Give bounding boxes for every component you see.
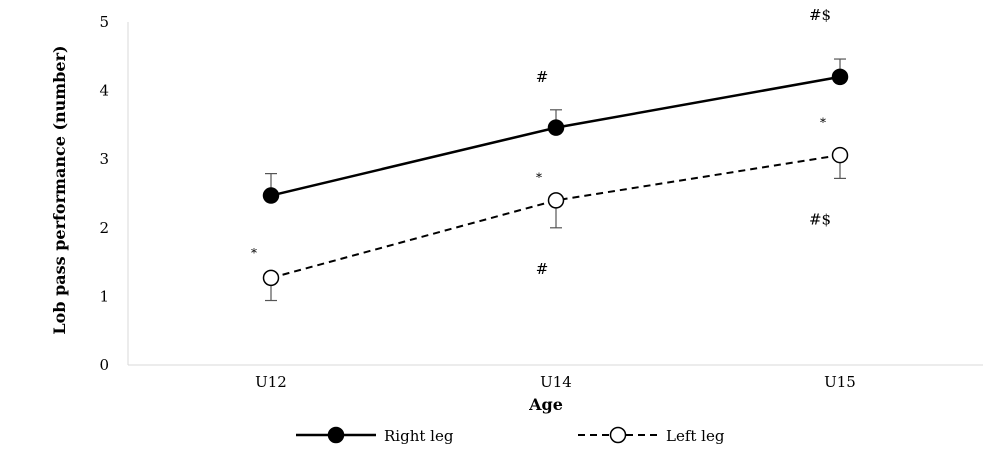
significance-annotations: * # * # #$ * #$ [251, 6, 831, 278]
significance-marker: # [536, 68, 549, 86]
legend-label-left-leg: Left leg [666, 427, 725, 445]
y-tick-label: 0 [99, 356, 109, 374]
y-tick-label: 2 [99, 219, 109, 237]
data-point [262, 187, 280, 204]
y-tick-label: 5 [99, 13, 109, 31]
y-tick-label: 3 [99, 150, 109, 168]
series-layer [262, 58, 849, 302]
series-line-left-leg [270, 154, 841, 279]
significance-marker: #$ [809, 211, 831, 229]
legend: Right leg Left leg [296, 426, 725, 445]
series-left-leg [262, 146, 849, 302]
x-tick-labels: U12 U14 U15 [255, 373, 856, 391]
significance-marker: * [536, 170, 542, 184]
legend-swatch-right-leg-marker [327, 426, 345, 444]
y-tick-label: 4 [99, 82, 109, 100]
data-point [262, 269, 280, 287]
data-point [547, 119, 565, 136]
x-axis-title: Age [528, 395, 563, 414]
significance-marker: * [251, 246, 257, 260]
series-line-right-leg [270, 75, 841, 197]
data-point [547, 192, 565, 209]
significance-marker: #$ [809, 6, 831, 24]
legend-swatch-left-leg-marker [609, 426, 627, 444]
significance-marker: # [536, 260, 549, 278]
y-tick-label: 1 [99, 287, 109, 305]
legend-item-left-leg: Left leg [578, 426, 725, 445]
legend-item-right-leg: Right leg [296, 426, 454, 445]
series-right-leg [262, 58, 849, 204]
y-tick-labels: 0 1 2 3 4 5 [99, 13, 109, 374]
data-point [831, 146, 849, 164]
x-tick-label: U15 [824, 373, 856, 391]
data-point [831, 68, 849, 86]
x-tick-label: U12 [255, 373, 287, 391]
x-tick-label: U14 [540, 373, 572, 391]
y-axis-title: Lob pass performance (number) [50, 45, 69, 334]
legend-label-right-leg: Right leg [384, 427, 454, 445]
significance-marker: * [820, 115, 826, 129]
